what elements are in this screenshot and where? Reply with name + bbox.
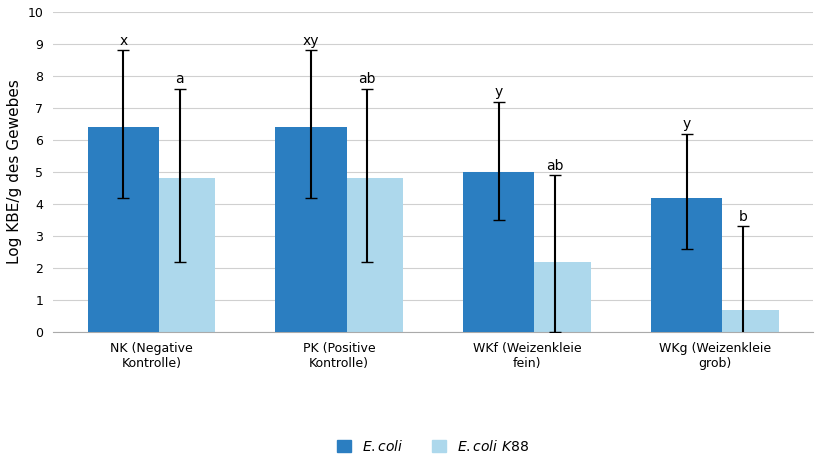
Text: x: x — [119, 34, 127, 48]
Y-axis label: Log KBE/g des Gewebes: Log KBE/g des Gewebes — [7, 79, 22, 264]
Bar — [518, 261, 590, 332]
Text: ab: ab — [545, 159, 563, 172]
Text: y: y — [681, 117, 690, 131]
Legend: $\it{E.coli}$, $\it{E. coli}$ $\it{K88}$: $\it{E.coli}$, $\it{E. coli}$ $\it{K88}$ — [332, 433, 534, 459]
Bar — [332, 178, 403, 332]
Text: ab: ab — [358, 72, 376, 86]
Bar — [144, 178, 215, 332]
Bar — [650, 197, 722, 332]
Bar — [463, 172, 534, 332]
Text: a: a — [175, 72, 183, 86]
Bar — [275, 127, 346, 332]
Bar — [706, 309, 777, 332]
Text: y: y — [494, 85, 502, 99]
Text: xy: xy — [302, 34, 319, 48]
Text: b: b — [737, 210, 746, 224]
Bar — [88, 127, 159, 332]
